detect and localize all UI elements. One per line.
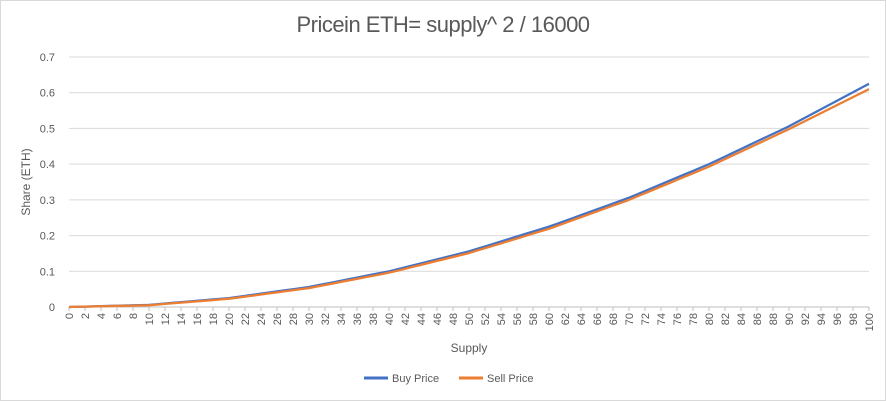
x-tick-label: 78 [688,313,700,325]
x-tick-label: 44 [416,313,428,325]
x-tick-label: 76 [672,313,684,325]
x-tick-label: 62 [560,313,572,325]
y-tick-label: 0.5 [40,123,55,135]
x-tick-label: 14 [176,313,188,325]
series-line-1 [68,88,870,309]
x-tick-label: 42 [400,313,412,325]
x-tick-label: 4 [96,313,108,319]
y-tick-label: 0.1 [40,266,55,278]
x-tick-label: 40 [384,313,396,325]
x-tick-label: 28 [288,313,300,325]
x-tick-label: 80 [704,313,716,325]
x-tick-label: 10 [144,313,156,325]
x-tick-label: 98 [848,313,860,325]
x-tick-label: 24 [256,313,268,325]
chart-title: Pricein ETH= supply^ 2 / 16000 [296,12,590,37]
x-tick-label: 60 [544,313,556,325]
y-tick-label: 0.6 [40,88,55,100]
x-tick-label: 64 [576,313,588,325]
x-tick-label: 82 [720,313,732,325]
x-tick-label: 48 [448,313,460,325]
x-tick-label: 90 [784,313,796,325]
x-tick-label: 20 [224,313,236,325]
x-tick-label: 58 [528,313,540,325]
x-tick-label: 46 [432,313,444,325]
x-tick-label: 68 [608,313,620,325]
x-tick-label: 54 [496,313,508,325]
y-axis-title: Share (ETH) [19,148,33,215]
x-tick-label: 94 [816,313,828,325]
x-tick-label: 96 [832,313,844,325]
x-tick-label: 12 [160,313,172,325]
x-tick-label: 26 [272,313,284,325]
x-tick-label: 100 [864,313,876,331]
x-tick-label: 86 [752,313,764,325]
x-tick-label: 92 [800,313,812,325]
x-tick-label: 74 [656,313,668,325]
series-line-0 [68,82,870,309]
y-tick-label: 0.2 [40,231,55,243]
x-tick-label: 56 [512,313,524,325]
x-tick-label: 50 [464,313,476,325]
y-tick-label: 0.7 [40,52,55,64]
x-tick-label: 66 [592,313,604,325]
x-axis-title: Supply [451,341,488,355]
x-tick-label: 0 [64,313,76,319]
x-tick-label: 52 [480,313,492,325]
y-tick-label: 0.4 [40,159,55,171]
x-tick-label: 16 [192,313,204,325]
x-tick-label: 84 [736,313,748,325]
x-tick-label: 8 [128,313,140,319]
x-tick-label: 30 [304,313,316,325]
x-tick-label: 6 [112,313,124,319]
x-tick-label: 72 [640,313,652,325]
x-tick-label: 2 [80,313,92,319]
x-tick-label: 36 [352,313,364,325]
x-tick-label: 22 [240,313,252,325]
x-tick-label: 18 [208,313,220,325]
y-tick-label: 0 [49,302,55,314]
x-tick-label: 32 [320,313,332,325]
legend-label-1: Sell Price [487,373,533,385]
x-tick-label: 88 [768,313,780,325]
x-tick-label: 38 [368,313,380,325]
x-tick-label: 34 [336,313,348,325]
x-tick-label: 70 [624,313,636,325]
y-tick-label: 0.3 [40,195,55,207]
legend-label-0: Buy Price [392,373,439,385]
